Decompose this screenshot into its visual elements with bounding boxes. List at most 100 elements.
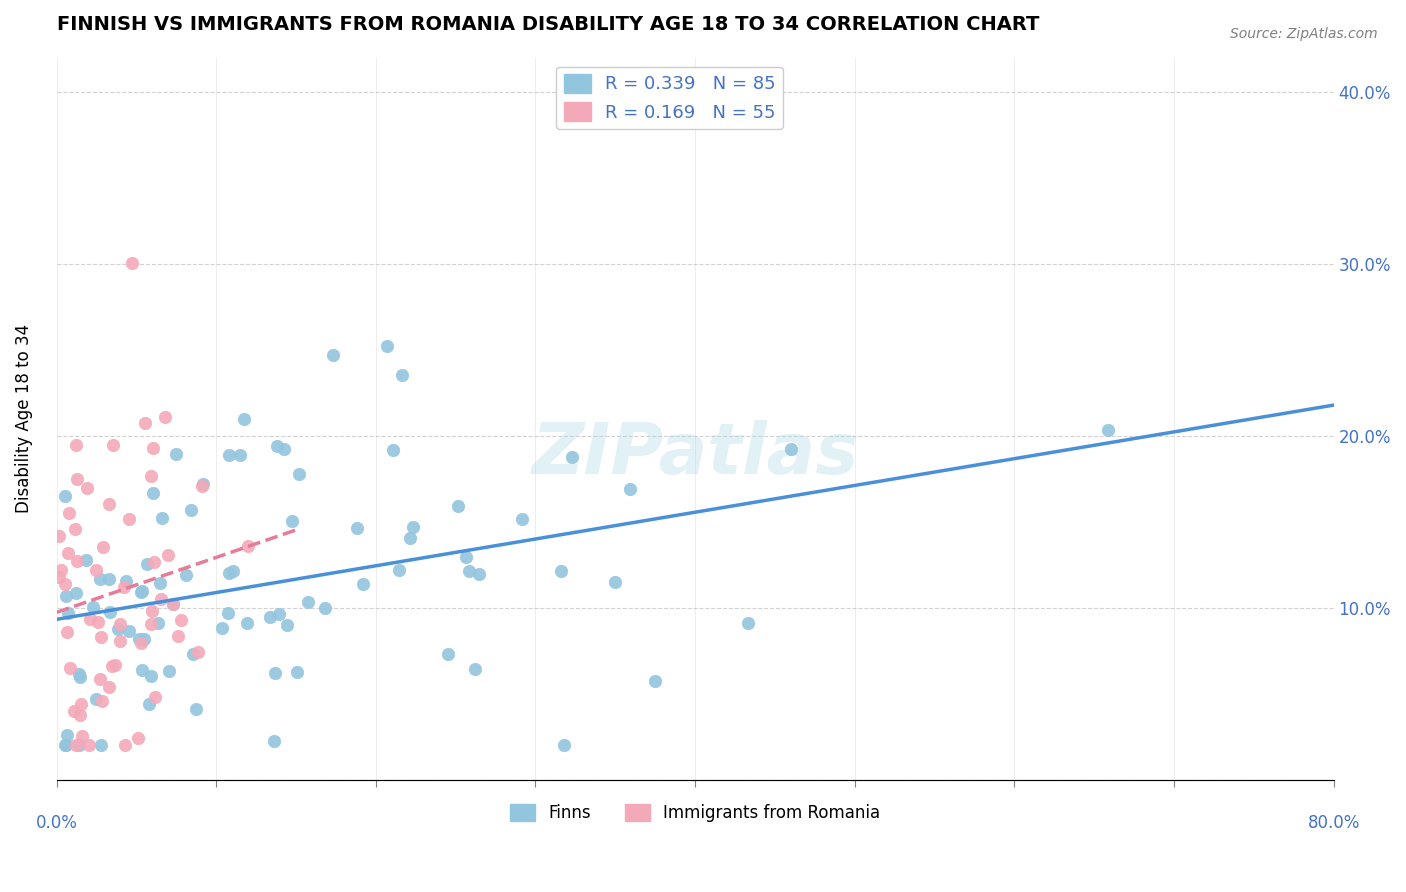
Point [346,521,368,535]
Point [464,662,486,676]
Point [141,604,163,618]
Point [134,416,156,430]
Point [84,692,107,706]
Point [553,739,575,753]
Point [167,629,190,643]
Text: 80.0%: 80.0% [1308,814,1360,832]
Point [157,665,180,679]
Point [107,622,129,636]
Point [550,564,572,578]
Point [115,574,138,588]
Point [285,665,308,679]
Point [263,734,285,748]
Point [229,448,252,462]
Point [101,659,124,673]
Point [139,669,162,683]
Point [187,645,209,659]
Point [143,690,166,704]
Text: ZIPatlas: ZIPatlas [531,420,859,490]
Point [118,512,141,526]
Point [153,410,176,425]
Point [48,529,70,543]
Point [70,729,93,743]
Point [314,601,336,615]
Legend: Finns, Immigrants from Romania: Finns, Immigrants from Romania [503,797,887,829]
Point [131,583,153,598]
Y-axis label: Disability Age 18 to 34: Disability Age 18 to 34 [15,324,32,513]
Point [266,439,288,453]
Point [98,605,121,619]
Point [118,624,141,639]
Point [139,617,162,632]
Point [132,632,155,646]
Point [53,577,76,591]
Point [138,698,160,712]
Point [129,636,152,650]
Point [281,514,304,528]
Point [232,411,254,425]
Point [142,441,165,455]
Point [1097,423,1119,437]
Point [170,613,193,627]
Point [259,610,281,624]
Point [391,368,413,382]
Point [56,546,79,560]
Point [218,448,240,462]
Point [65,739,87,753]
Point [149,575,172,590]
Point [139,469,162,483]
Point [63,704,86,718]
Point [211,621,233,635]
Point [142,486,165,500]
Point [561,450,583,464]
Point [58,506,80,520]
Point [352,577,374,591]
Point [288,467,311,481]
Point [191,478,214,492]
Point [65,522,87,536]
Point [75,553,97,567]
Point [468,566,491,581]
Point [129,585,152,599]
Point [56,727,79,741]
Point [55,739,77,753]
Point [89,672,111,686]
Point [644,673,666,688]
Point [91,540,114,554]
Point [180,503,202,517]
Point [77,739,100,753]
Point [84,563,107,577]
Point [152,511,174,525]
Point [297,595,319,609]
Point [67,666,90,681]
Point [136,557,159,571]
Point [157,548,180,562]
Point [401,520,423,534]
Point [114,739,136,753]
Point [66,553,89,567]
Point [235,615,257,630]
Point [437,647,460,661]
Point [49,563,72,577]
Point [127,731,149,745]
Point [82,599,104,614]
Point [399,531,422,545]
Point [162,597,184,611]
Point [97,497,120,511]
Point [149,592,172,607]
Point [263,665,285,680]
Point [55,589,77,603]
Point [181,647,204,661]
Point [56,625,79,640]
Point [322,348,344,362]
Point [108,616,131,631]
Point [131,663,153,677]
Point [79,612,101,626]
Point [67,739,90,753]
Point [65,438,87,452]
Point [276,618,298,632]
Point [98,681,121,695]
Point [76,481,98,495]
Point [112,580,135,594]
Point [69,670,91,684]
